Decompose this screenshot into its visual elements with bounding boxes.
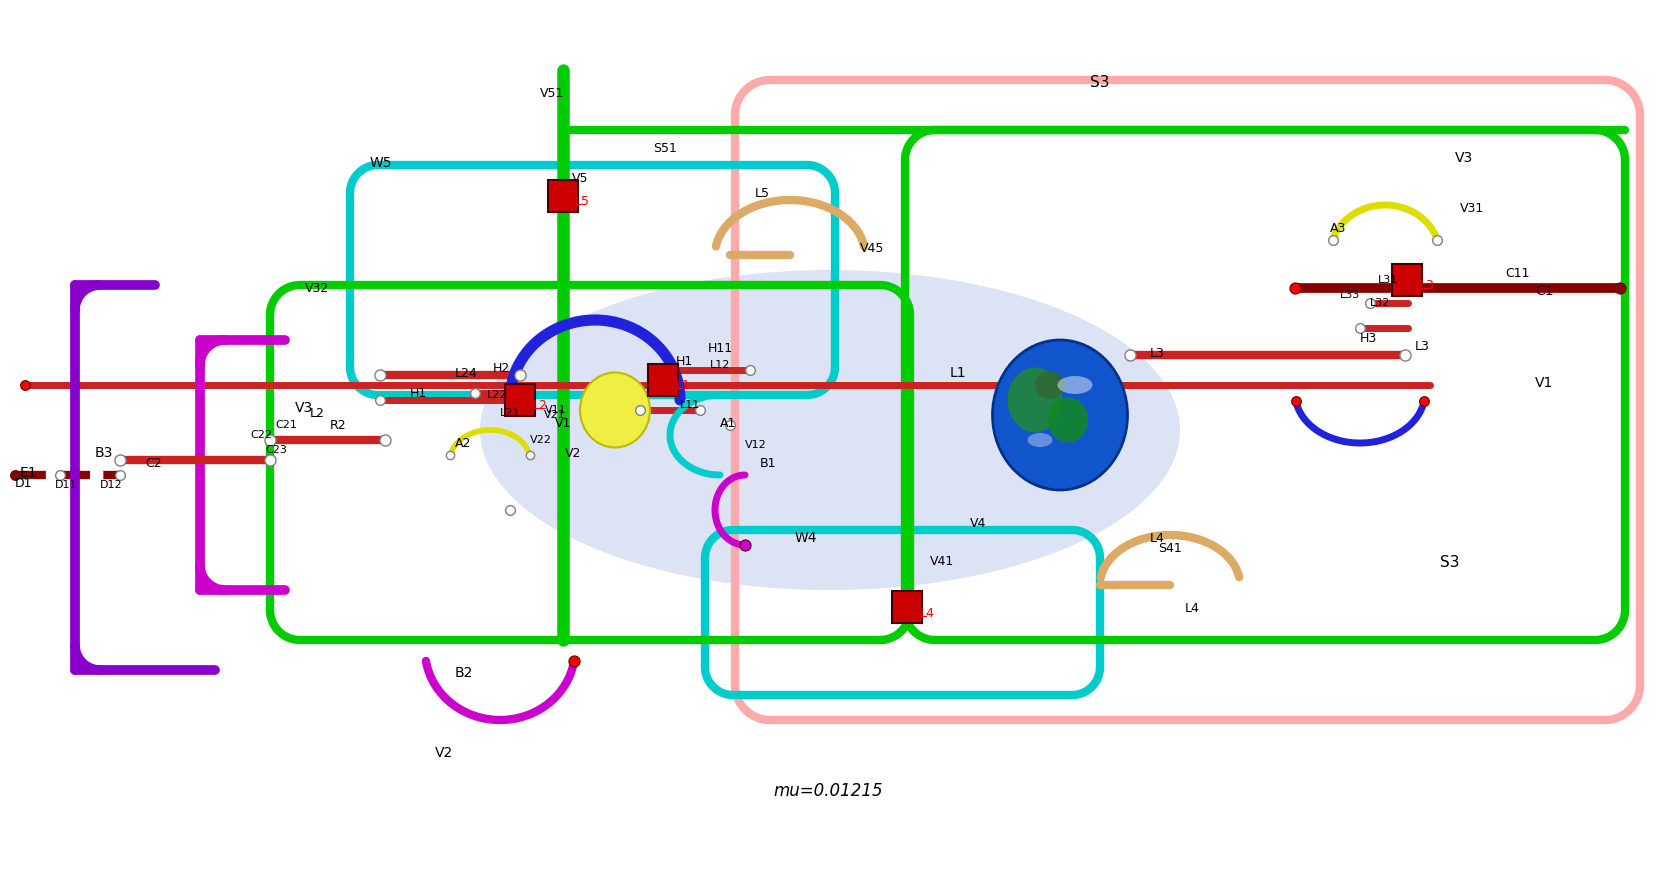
Text: B2: B2 — [456, 666, 474, 680]
Text: W5: W5 — [370, 156, 393, 170]
FancyBboxPatch shape — [891, 591, 921, 623]
Text: L24: L24 — [456, 367, 477, 380]
Text: L3: L3 — [1150, 347, 1165, 360]
Text: L1: L1 — [676, 379, 691, 392]
Text: C11: C11 — [1505, 267, 1529, 280]
Text: L5: L5 — [575, 195, 590, 208]
Text: L4: L4 — [1185, 602, 1200, 615]
Text: S3: S3 — [1090, 75, 1110, 90]
Text: V3: V3 — [295, 401, 313, 415]
Text: C21: C21 — [275, 420, 297, 430]
Text: S51: S51 — [653, 142, 676, 155]
Text: L21: L21 — [500, 408, 520, 418]
Text: S3: S3 — [1440, 555, 1460, 570]
Text: S41: S41 — [1158, 542, 1181, 555]
Text: H1: H1 — [676, 355, 693, 368]
Text: V31: V31 — [1460, 202, 1485, 215]
Text: B1: B1 — [761, 457, 777, 470]
Text: L2: L2 — [534, 399, 548, 412]
Text: C22: C22 — [250, 430, 272, 440]
Ellipse shape — [1027, 433, 1052, 447]
Text: V11: V11 — [545, 405, 567, 415]
Text: L22: L22 — [487, 390, 507, 400]
Text: V45: V45 — [860, 242, 885, 255]
Text: V32: V32 — [305, 282, 330, 295]
Text: W4: W4 — [795, 531, 817, 545]
Ellipse shape — [481, 270, 1180, 590]
FancyBboxPatch shape — [505, 384, 535, 416]
Text: L31: L31 — [1379, 275, 1399, 285]
Text: V41: V41 — [930, 555, 954, 568]
Text: H1: H1 — [409, 387, 428, 400]
Text: L12: L12 — [709, 360, 731, 370]
Text: A2: A2 — [456, 437, 471, 450]
Text: H2: H2 — [494, 362, 510, 375]
Text: L3: L3 — [1415, 340, 1430, 353]
Text: V1: V1 — [555, 417, 572, 430]
Text: A1: A1 — [721, 417, 736, 430]
Text: R2: R2 — [330, 419, 346, 432]
Text: L4: L4 — [920, 607, 935, 620]
Text: V2: V2 — [436, 746, 454, 760]
Text: L11: L11 — [679, 400, 701, 410]
Ellipse shape — [1047, 398, 1089, 442]
Text: L3: L3 — [1420, 279, 1435, 292]
Text: V22: V22 — [530, 435, 552, 445]
Text: V12: V12 — [746, 440, 767, 450]
Text: C2: C2 — [146, 457, 162, 470]
Text: H3: H3 — [1360, 332, 1377, 345]
Text: V3: V3 — [1455, 151, 1473, 165]
Text: H11: H11 — [708, 342, 732, 355]
Text: V1: V1 — [1534, 376, 1553, 390]
Text: L33: L33 — [1341, 290, 1360, 300]
FancyBboxPatch shape — [648, 364, 678, 396]
Text: D11: D11 — [55, 480, 78, 490]
Text: L2: L2 — [310, 407, 325, 420]
Text: V5: V5 — [572, 172, 588, 185]
Text: E1: E1 — [20, 466, 38, 480]
Text: L32: L32 — [1370, 298, 1390, 308]
Ellipse shape — [1007, 368, 1062, 432]
Text: B3: B3 — [94, 446, 113, 460]
Text: D1: D1 — [15, 477, 33, 490]
Text: V4: V4 — [969, 517, 986, 530]
Ellipse shape — [1036, 371, 1065, 399]
Ellipse shape — [993, 340, 1127, 490]
Text: C1: C1 — [1534, 284, 1554, 298]
Text: A3: A3 — [1331, 222, 1347, 235]
Ellipse shape — [1057, 376, 1092, 394]
Text: V2: V2 — [565, 447, 582, 460]
FancyBboxPatch shape — [548, 180, 578, 212]
Text: V21: V21 — [543, 410, 565, 420]
Text: L5: L5 — [756, 187, 771, 200]
Text: L1: L1 — [949, 366, 966, 380]
Text: V51: V51 — [540, 87, 563, 100]
FancyBboxPatch shape — [1392, 264, 1422, 296]
Ellipse shape — [580, 372, 650, 448]
Text: D12: D12 — [99, 480, 123, 490]
Text: mu=0.01215: mu=0.01215 — [774, 782, 883, 800]
Text: L4: L4 — [1150, 532, 1165, 545]
Text: C23: C23 — [265, 445, 287, 455]
